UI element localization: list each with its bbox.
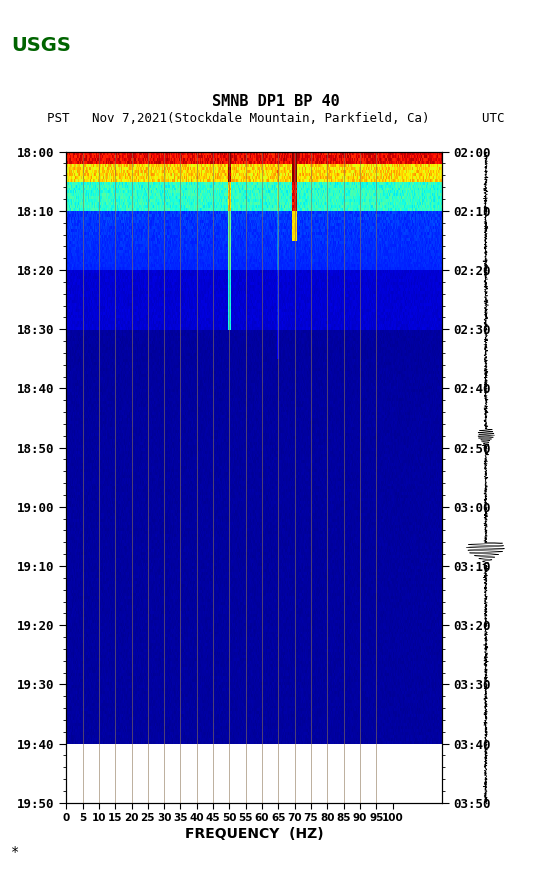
Text: USGS: USGS bbox=[11, 36, 71, 54]
Text: SMNB DP1 BP 40: SMNB DP1 BP 40 bbox=[212, 94, 340, 109]
X-axis label: FREQUENCY  (HZ): FREQUENCY (HZ) bbox=[184, 828, 323, 841]
Text: *: * bbox=[11, 846, 19, 859]
Text: PST   Nov 7,2021(Stockdale Mountain, Parkfield, Ca)       UTC: PST Nov 7,2021(Stockdale Mountain, Parkf… bbox=[47, 112, 505, 125]
